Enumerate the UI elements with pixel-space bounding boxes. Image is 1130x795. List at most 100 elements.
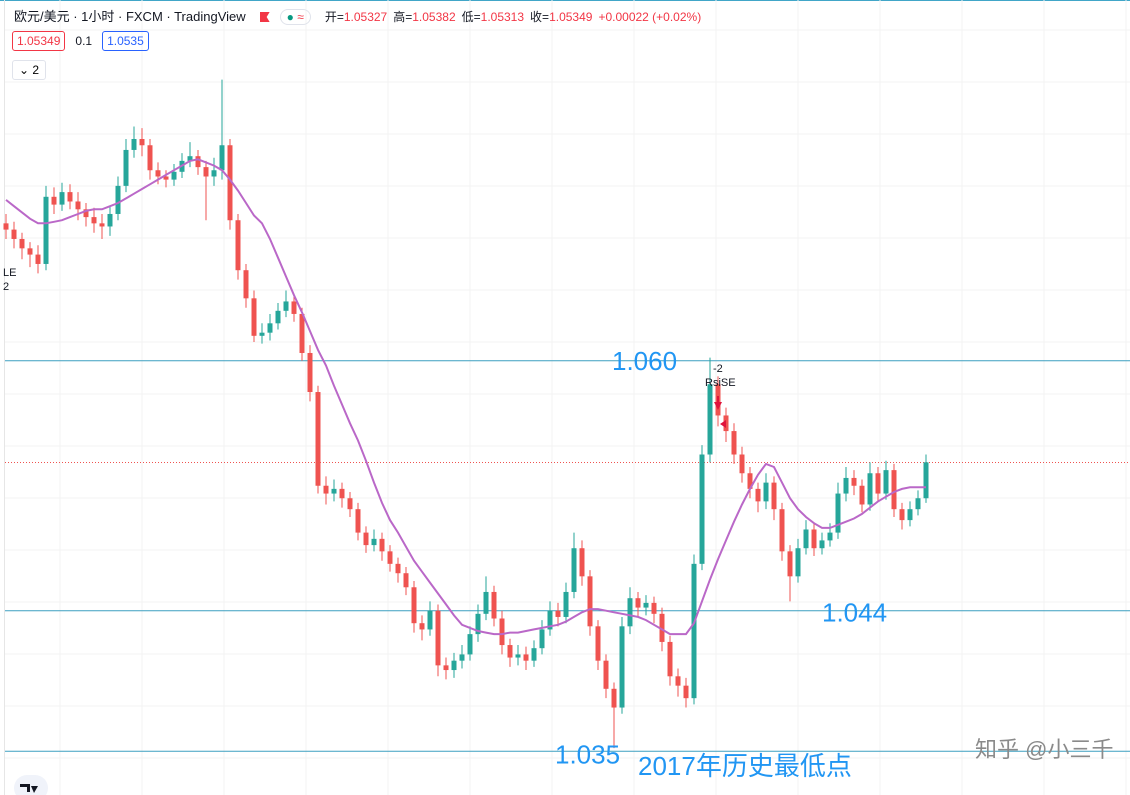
candle-body [507, 645, 513, 658]
candle-body [235, 220, 241, 271]
tv-logo [20, 784, 38, 793]
candle-body [291, 301, 297, 314]
candle-body [691, 563, 697, 699]
buy-button[interactable]: 1.0535 [102, 31, 149, 51]
candle-body [3, 223, 9, 230]
candle-body [859, 485, 865, 505]
candle-body [363, 532, 369, 546]
tv-logo-bg [14, 775, 48, 795]
candle-body [771, 482, 777, 510]
left-signal: LE [3, 267, 16, 279]
candle-body [251, 298, 257, 336]
candle-body [683, 685, 689, 699]
candle-body [403, 573, 409, 588]
candle-body [99, 223, 105, 227]
candle-body [587, 576, 593, 627]
candle-body [811, 529, 817, 549]
candle-body [867, 473, 873, 505]
watermark: 知乎 @小三千 [975, 737, 1113, 762]
candle-body [795, 548, 801, 577]
candle-body [787, 551, 793, 577]
candle-body [467, 634, 473, 655]
candle-body [851, 477, 857, 486]
candle-body [275, 310, 281, 324]
candle-body [731, 431, 737, 455]
candle-body [531, 648, 537, 661]
left-count: 2 [3, 281, 9, 293]
candle-body [427, 610, 433, 630]
candle-body [891, 470, 897, 510]
level-label: 1.044 [822, 598, 887, 628]
candle-body [707, 384, 713, 455]
candle-body [611, 688, 617, 708]
signal-count: -2 [713, 363, 723, 375]
ohlc-value: 1.05313 [480, 10, 525, 24]
candle-body [171, 171, 177, 180]
candle-body [211, 170, 217, 177]
signal-arrow [714, 396, 722, 410]
candle-body [627, 598, 633, 627]
candle-body [699, 454, 705, 564]
candle-body [35, 254, 41, 264]
candle-body [459, 654, 465, 661]
candle-body [875, 473, 881, 494]
candle-body [435, 610, 441, 666]
candle-body [579, 548, 585, 577]
candle-body [475, 613, 481, 635]
candle-body [555, 610, 561, 617]
candle-body [763, 482, 769, 502]
candle-body [75, 201, 81, 210]
candle-body [499, 618, 505, 646]
candle-body [675, 676, 681, 686]
moving-average [5, 158, 926, 636]
candle-body [315, 392, 321, 486]
candle-body [259, 332, 265, 336]
signal-flag [720, 420, 726, 428]
spread: 0.1 [75, 34, 93, 48]
candle-body [651, 602, 657, 614]
candle-body [835, 493, 841, 533]
trade-row: 1.05349 0.1 1.0535 [12, 31, 155, 51]
candle-body [131, 139, 137, 150]
candle-body [451, 660, 457, 671]
sell-button[interactable]: 1.05349 [12, 31, 66, 51]
candle-body [307, 352, 313, 393]
ohlc-value: 1.05349 [549, 10, 593, 24]
candle-body [755, 488, 761, 502]
candle-body [803, 529, 809, 549]
candle-body [323, 485, 329, 494]
candle-body [243, 270, 249, 299]
candle-body [27, 248, 33, 255]
candle-body [187, 156, 193, 161]
candle-body [163, 176, 169, 180]
ohlc-label: 高= [393, 10, 413, 24]
candle-body [419, 623, 425, 630]
candle-body [659, 613, 665, 642]
symbol-title[interactable]: 欧元/美元 · 1小时 · FXCM · TradingView [14, 9, 246, 24]
candle-body [299, 313, 305, 353]
ohlc-values: 开=1.05327 高=1.05382 低=1.05313 收=1.05349 [325, 10, 599, 24]
candle-body [115, 185, 121, 214]
candle-body [195, 156, 201, 168]
candle-body [43, 196, 49, 264]
signal-name: RsiSE [705, 377, 736, 389]
low-note: 2017年历史最低点 [638, 751, 852, 781]
candle-body [915, 498, 921, 510]
indicator-count: 2 [32, 63, 40, 77]
indicator-toggle[interactable]: ⌄ 2 [12, 60, 47, 80]
candle-body [619, 626, 625, 708]
ohlc-label: 低= [461, 10, 481, 24]
candle-body [51, 196, 57, 205]
status-pill[interactable]: ● ≈ [279, 9, 311, 25]
candle-body [283, 301, 289, 311]
candle-body [411, 587, 417, 624]
candle-body [59, 192, 65, 205]
change: +0.00022 (+0.02%) [598, 10, 702, 24]
candle-body [331, 488, 337, 494]
candle-body [107, 213, 113, 227]
flag-icon[interactable] [259, 12, 270, 22]
candle-body [747, 473, 753, 489]
candle-body [899, 509, 905, 521]
